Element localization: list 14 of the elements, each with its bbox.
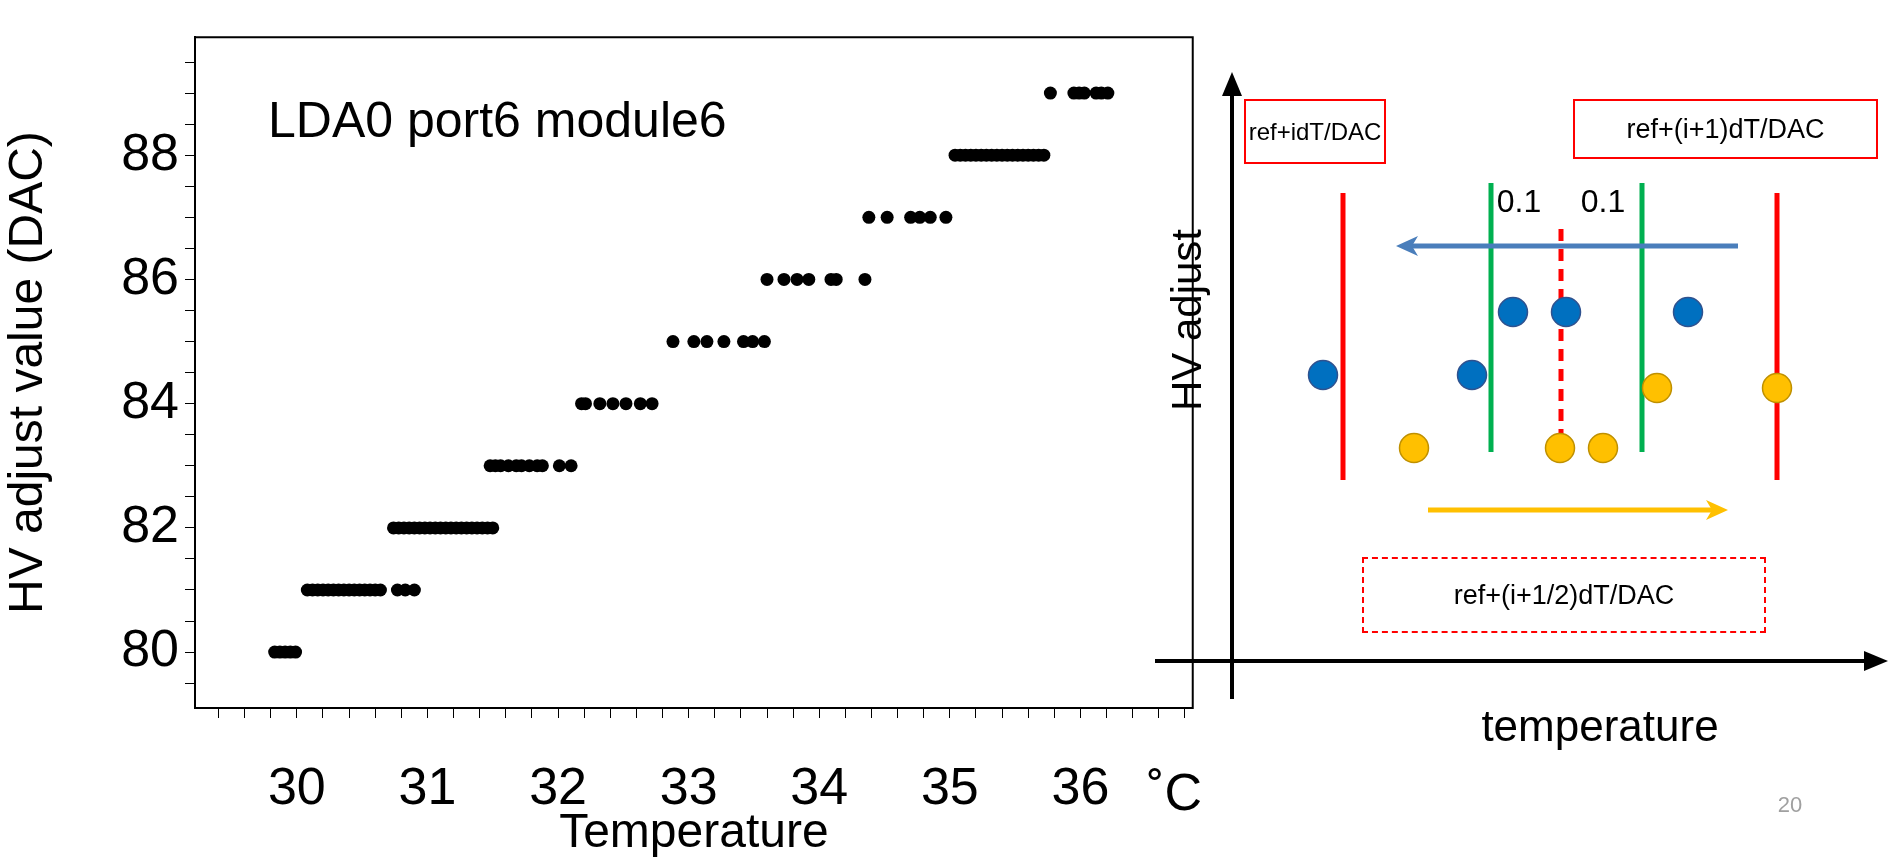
text: LDA0 port6 module6 <box>268 92 727 149</box>
x-tick-label: 36 <box>1051 756 1110 815</box>
y-tick-label: 88 <box>121 122 179 181</box>
x-tick-label: 35 <box>920 756 979 815</box>
x-tick-label: 31 <box>398 756 457 815</box>
y-tick-label: 84 <box>121 371 179 429</box>
text: 20 <box>1776 791 1804 819</box>
text: ˚C <box>1147 763 1203 822</box>
y-tick-label: 86 <box>121 246 179 305</box>
text: temperature <box>1480 700 1720 752</box>
y-axis-title: HV adjust value (DAC) <box>0 131 53 615</box>
y-tick-label: 82 <box>121 495 179 554</box>
y-tick-label: 80 <box>121 619 179 678</box>
x-tick-label: 30 <box>267 756 326 815</box>
